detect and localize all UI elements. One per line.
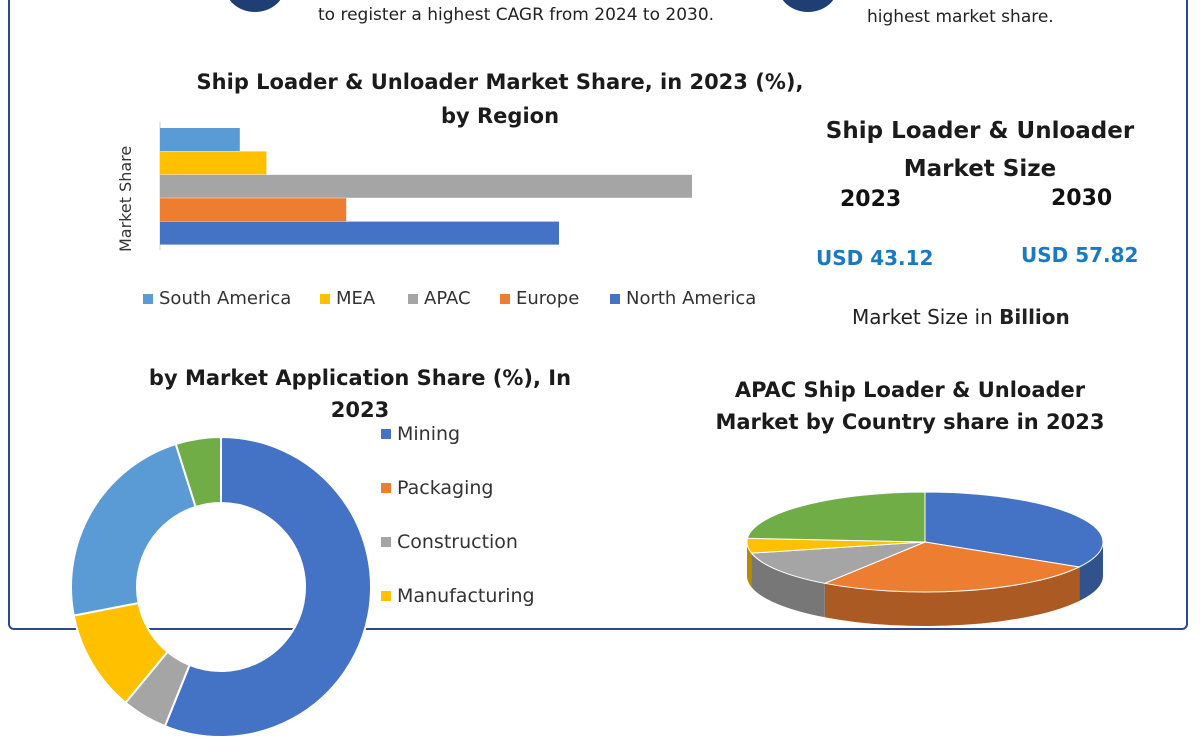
pie3d-slice-1 — [822, 541, 1081, 593]
pie3d-side-segment-3 — [747, 542, 752, 588]
pie3d-slice-0 — [924, 491, 1104, 568]
legend-label: Construction — [397, 531, 518, 553]
region-chart-title-line1: Ship Loader & Unloader Market Share, in … — [196, 70, 804, 94]
donut-slice-segment-5 — [174, 435, 222, 509]
legend-item-mea: MEA — [320, 288, 375, 309]
legend-item-south-america: South America — [143, 288, 291, 309]
application-chart-title-line1: by Market Application Share (%), In — [148, 366, 572, 390]
market-size-2023-value: USD 43.12 — [816, 246, 934, 270]
legend-swatch — [381, 483, 391, 493]
legend-label: South America — [159, 288, 292, 309]
legend-swatch — [610, 293, 620, 304]
header-right-text: highest market share. — [867, 7, 1054, 27]
legend-label: North America — [626, 288, 757, 309]
legend-swatch — [500, 293, 510, 304]
region-chart-y-axis-label: Market Share — [116, 145, 135, 252]
bar-mea — [160, 151, 267, 175]
legend-item-europe: Europe — [500, 288, 579, 309]
legend-item-manufacturing: Manufacturing — [381, 585, 535, 607]
legend-label: APAC — [424, 288, 471, 309]
market-size-units: Market Size in Billion — [852, 305, 1070, 329]
donut-slice-segment-4 — [70, 442, 197, 617]
application-donut-chart — [70, 435, 372, 737]
legend-swatch — [381, 429, 391, 439]
bar-south-america — [160, 128, 240, 151]
pie3d-slice-4 — [746, 491, 926, 543]
legend-label: Mining — [397, 423, 461, 445]
pie3d-side-segment-0 — [1079, 542, 1103, 601]
legend-item-mining: Mining — [381, 423, 460, 445]
legend-label: Europe — [516, 288, 580, 309]
year-2023-label: 2023 — [840, 187, 902, 212]
market-size-title-line1: Ship Loader & Unloader — [825, 118, 1135, 144]
region-bar-chart — [159, 122, 692, 250]
legend-item-north-america: North America — [610, 288, 756, 309]
apac-country-pie-chart — [746, 491, 1104, 626]
region-chart-title-line2: by Region — [440, 104, 560, 128]
pie3d-slice-2 — [750, 541, 926, 584]
legend-swatch — [381, 591, 391, 601]
bar-apac — [160, 174, 692, 198]
market-size-2030-value: USD 57.82 — [1021, 243, 1139, 267]
legend-swatch — [381, 537, 391, 547]
header-left-text: to register a highest CAGR from 2024 to … — [318, 5, 715, 25]
legend-item-construction: Construction — [381, 531, 518, 553]
bar-europe — [160, 198, 347, 222]
year-2030-label: 2030 — [1051, 186, 1113, 211]
apac-chart-title-line1: APAC Ship Loader & Unloader — [734, 378, 1086, 402]
legend-swatch — [143, 293, 153, 304]
application-chart-title-line2: 2023 — [330, 398, 390, 422]
legend-swatch — [320, 293, 330, 304]
legend-item-packaging: Packaging — [381, 477, 493, 499]
legend-label: Packaging — [397, 477, 494, 499]
legend-label: MEA — [336, 288, 376, 309]
legend-swatch — [408, 293, 418, 304]
apac-chart-title-line2: Market by Country share in 2023 — [715, 410, 1105, 434]
market-size-title-line2: Market Size — [903, 156, 1057, 182]
bar-north-america — [160, 221, 559, 245]
legend-label: Manufacturing — [397, 585, 535, 607]
market-size-units-bold: Billion — [999, 305, 1070, 329]
legend-item-apac: APAC — [408, 288, 471, 309]
market-size-units-prefix: Market Size in — [852, 305, 993, 329]
